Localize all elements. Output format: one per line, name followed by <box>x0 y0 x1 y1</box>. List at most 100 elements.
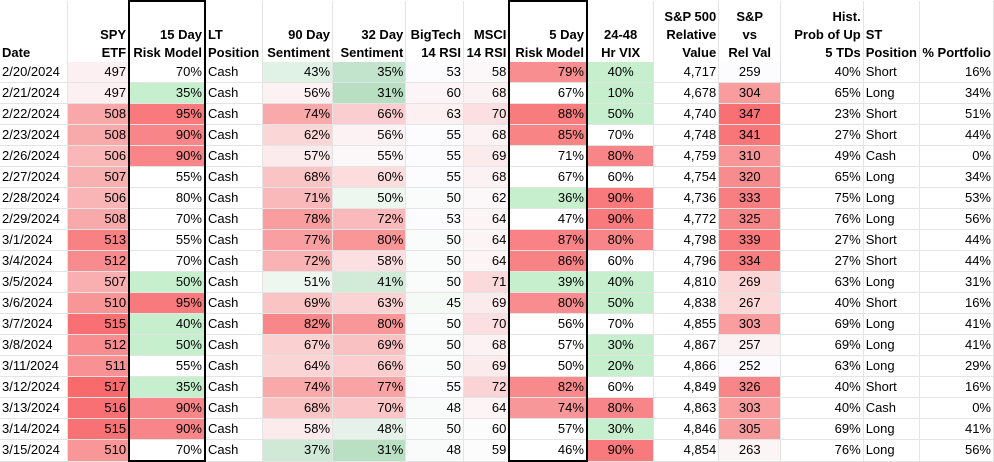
cell-prob[interactable]: 49% <box>780 145 864 167</box>
cell-msci[interactable]: 64 <box>463 250 510 272</box>
cell-lt[interactable]: Cash <box>204 250 264 272</box>
cell-risk15[interactable]: 70% <box>128 208 206 230</box>
cell-bigtech[interactable]: 55 <box>405 145 464 167</box>
cell-st[interactable]: Long <box>863 166 920 188</box>
cell-sent90[interactable]: 74% <box>262 376 334 398</box>
cell-st[interactable]: Short <box>863 229 920 251</box>
cell-prob[interactable]: 40% <box>780 62 864 83</box>
cell-lt[interactable]: Cash <box>204 145 264 167</box>
cell-date[interactable]: 3/5/2024 <box>0 271 68 293</box>
cell-pct[interactable]: 51% <box>919 103 994 125</box>
cell-bigtech[interactable]: 48 <box>405 439 464 462</box>
cell-pct[interactable]: 16% <box>919 292 994 314</box>
cell-sent90[interactable]: 78% <box>262 208 334 230</box>
cell-risk15[interactable]: 90% <box>128 145 206 167</box>
cell-st[interactable]: Short <box>863 376 920 398</box>
cell-date[interactable]: 3/4/2024 <box>0 250 68 272</box>
cell-pct[interactable]: 44% <box>919 250 994 272</box>
cell-pct[interactable]: 41% <box>919 313 994 335</box>
cell-date[interactable]: 3/13/2024 <box>0 397 68 419</box>
cell-spvs[interactable]: 325 <box>718 208 782 230</box>
column-header-risk15[interactable]: 15 Day Risk Model <box>128 0 206 62</box>
cell-rel[interactable]: 4,772 <box>653 208 720 230</box>
cell-risk5[interactable]: 46% <box>508 439 588 462</box>
cell-spvs[interactable]: 341 <box>718 124 782 146</box>
cell-risk5[interactable]: 71% <box>508 145 588 167</box>
cell-bigtech[interactable]: 48 <box>405 397 464 419</box>
cell-pct[interactable]: 56% <box>919 439 994 462</box>
cell-msci[interactable]: 62 <box>463 187 510 209</box>
cell-rel[interactable]: 4,854 <box>653 439 720 462</box>
cell-rel[interactable]: 4,863 <box>653 397 720 419</box>
cell-lt[interactable]: Cash <box>204 355 264 377</box>
cell-spy[interactable]: 512 <box>67 250 130 272</box>
cell-bigtech[interactable]: 55 <box>405 166 464 188</box>
cell-sent32[interactable]: 55% <box>332 145 407 167</box>
cell-risk5[interactable]: 39% <box>508 271 588 293</box>
cell-date[interactable]: 3/14/2024 <box>0 418 68 440</box>
cell-bigtech[interactable]: 53 <box>405 208 464 230</box>
cell-bigtech[interactable]: 50 <box>405 355 464 377</box>
cell-date[interactable]: 2/22/2024 <box>0 103 68 125</box>
column-header-msci[interactable]: MSCI 14 RSI <box>463 1 510 62</box>
cell-lt[interactable]: Cash <box>204 418 264 440</box>
cell-date[interactable]: 3/6/2024 <box>0 292 68 314</box>
cell-spy[interactable]: 511 <box>67 355 130 377</box>
cell-sent32[interactable]: 56% <box>332 124 407 146</box>
cell-date[interactable]: 2/20/2024 <box>0 62 68 83</box>
cell-prob[interactable]: 23% <box>780 103 864 125</box>
cell-lt[interactable]: Cash <box>204 187 264 209</box>
cell-rel[interactable]: 4,855 <box>653 313 720 335</box>
cell-st[interactable]: Short <box>863 292 920 314</box>
cell-msci[interactable]: 68 <box>463 124 510 146</box>
cell-spvs[interactable]: 347 <box>718 103 782 125</box>
cell-risk15[interactable]: 40% <box>128 313 206 335</box>
cell-rel[interactable]: 4,838 <box>653 292 720 314</box>
cell-bigtech[interactable]: 63 <box>405 103 464 125</box>
cell-st[interactable]: Long <box>863 355 920 377</box>
cell-pct[interactable]: 53% <box>919 187 994 209</box>
cell-msci[interactable]: 71 <box>463 271 510 293</box>
cell-spvs[interactable]: 252 <box>718 355 782 377</box>
cell-lt[interactable]: Cash <box>204 82 264 104</box>
cell-spy[interactable]: 510 <box>67 439 130 462</box>
cell-prob[interactable]: 27% <box>780 250 864 272</box>
column-header-st[interactable]: ST Position <box>863 1 920 62</box>
column-header-sent32[interactable]: 32 Day Sentiment <box>332 1 407 62</box>
cell-sent90[interactable]: 37% <box>262 439 334 462</box>
column-header-pct[interactable]: % Portfolio <box>919 1 994 62</box>
cell-msci[interactable]: 69 <box>463 292 510 314</box>
cell-pct[interactable]: 31% <box>919 271 994 293</box>
cell-spvs[interactable]: 269 <box>718 271 782 293</box>
cell-sent90[interactable]: 56% <box>262 82 334 104</box>
cell-risk5[interactable]: 56% <box>508 313 588 335</box>
cell-spvs[interactable]: 303 <box>718 397 782 419</box>
cell-st[interactable]: Cash <box>863 397 920 419</box>
cell-risk15[interactable]: 95% <box>128 103 206 125</box>
cell-spy[interactable]: 517 <box>67 376 130 398</box>
cell-bigtech[interactable]: 50 <box>405 334 464 356</box>
cell-spvs[interactable]: 259 <box>718 62 782 83</box>
cell-sent90[interactable]: 69% <box>262 292 334 314</box>
cell-spvs[interactable]: 305 <box>718 418 782 440</box>
cell-msci[interactable]: 59 <box>463 439 510 462</box>
cell-st[interactable]: Long <box>863 187 920 209</box>
cell-lt[interactable]: Cash <box>204 62 264 83</box>
cell-spy[interactable]: 497 <box>67 62 130 83</box>
cell-lt[interactable]: Cash <box>204 376 264 398</box>
cell-pct[interactable]: 44% <box>919 229 994 251</box>
cell-risk15[interactable]: 50% <box>128 334 206 356</box>
cell-bigtech[interactable]: 50 <box>405 271 464 293</box>
cell-risk15[interactable]: 70% <box>128 439 206 462</box>
cell-spvs[interactable]: 267 <box>718 292 782 314</box>
cell-prob[interactable]: 69% <box>780 334 864 356</box>
cell-spvs[interactable]: 257 <box>718 334 782 356</box>
cell-msci[interactable]: 69 <box>463 145 510 167</box>
cell-vix[interactable]: 90% <box>586 187 655 209</box>
cell-bigtech[interactable]: 50 <box>405 187 464 209</box>
cell-sent90[interactable]: 82% <box>262 313 334 335</box>
cell-rel[interactable]: 4,717 <box>653 62 720 83</box>
cell-rel[interactable]: 4,736 <box>653 187 720 209</box>
cell-prob[interactable]: 65% <box>780 82 864 104</box>
cell-vix[interactable]: 50% <box>586 103 655 125</box>
